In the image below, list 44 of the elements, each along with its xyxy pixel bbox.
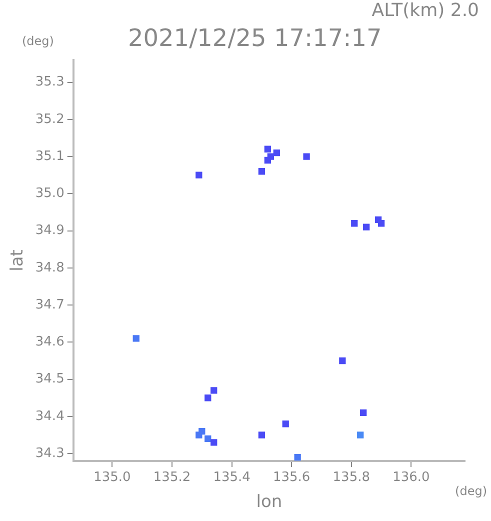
y-tick-label: 35.0 (35, 186, 64, 202)
point (294, 454, 301, 461)
point (273, 149, 280, 156)
text: (deg) (22, 34, 54, 48)
y-tick-label: 35.1 (35, 148, 64, 164)
point (303, 153, 310, 160)
point (198, 428, 206, 435)
x-tick-label: 135.8 (332, 470, 370, 486)
point (378, 220, 385, 227)
y-tick-label: 34.8 (35, 260, 64, 276)
text: (deg) (455, 484, 487, 498)
point (258, 432, 266, 438)
point (351, 220, 358, 227)
point (264, 146, 272, 152)
chart-subtitle: ALT(km) 2.0 (372, 0, 479, 21)
point (363, 224, 370, 230)
x-tick-label: 135.2 (153, 470, 191, 486)
point (210, 439, 218, 446)
y-tick-label: 35.3 (35, 74, 64, 90)
y-tick-label: 34.9 (35, 223, 64, 238)
y-tick-label: 34.5 (35, 372, 64, 387)
chart-title: 2021/12/25 17:17:17 (128, 24, 382, 52)
x-axis-title: lon (256, 492, 282, 512)
x-tick-label: 135.6 (272, 470, 310, 486)
point (360, 409, 367, 416)
point (204, 394, 212, 402)
x-tick-label: 136.0 (392, 470, 430, 486)
point (264, 156, 272, 164)
y-tick-label: 34.3 (35, 446, 64, 461)
point (282, 420, 289, 428)
y-tick-label: 34.6 (35, 334, 64, 350)
x-tick-label: 135.0 (94, 470, 131, 486)
point (132, 335, 140, 342)
y-tick-label: 34.7 (35, 297, 64, 312)
point (339, 357, 346, 364)
y-tick-label: 35.2 (35, 112, 64, 127)
y-axis-title: lat (8, 249, 28, 272)
y-tick-label: 34.4 (35, 408, 64, 424)
point (196, 172, 202, 178)
point (204, 435, 212, 442)
point (210, 387, 218, 394)
point (258, 168, 266, 175)
x-tick-label: 135.4 (213, 470, 250, 486)
point (357, 432, 364, 438)
